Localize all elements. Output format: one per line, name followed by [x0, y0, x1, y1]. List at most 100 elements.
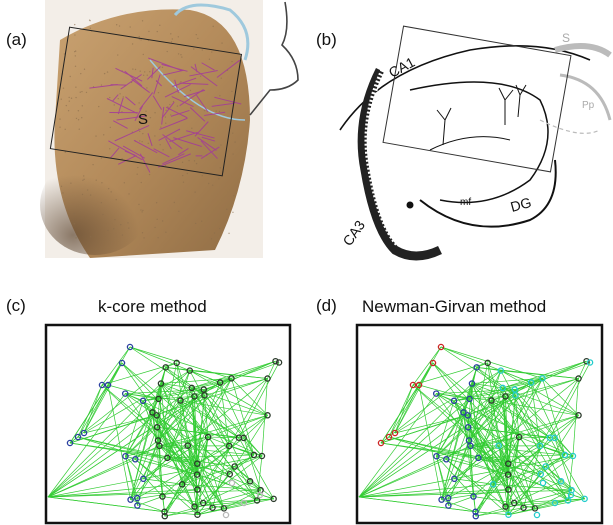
network-edge: [505, 455, 574, 507]
network-node: [226, 470, 234, 478]
network-edge: [436, 393, 492, 401]
panel-title-c: k-core method: [98, 297, 207, 316]
network-edge: [507, 395, 516, 464]
network-edge: [471, 383, 524, 508]
network-edge: [164, 489, 261, 517]
network-edge: [223, 489, 261, 509]
network-node: [473, 364, 480, 371]
network-node: [74, 433, 82, 441]
network-edge: [358, 483, 494, 498]
network-node: [586, 359, 594, 366]
network-node: [437, 343, 445, 351]
network-edge: [454, 478, 494, 485]
network-edge: [514, 389, 562, 482]
network-edge: [156, 395, 205, 428]
network-edge: [441, 412, 464, 500]
network-edge: [358, 383, 473, 498]
network-edge: [142, 400, 225, 509]
network-edge: [77, 384, 103, 438]
network-node: [557, 478, 565, 485]
network-edge: [470, 445, 509, 490]
network-edge: [191, 387, 258, 501]
network-node: [466, 395, 473, 403]
network-edge: [446, 459, 506, 507]
network-node: [193, 471, 201, 478]
network-edge: [124, 393, 159, 441]
network-node: [539, 375, 546, 382]
network-node: [194, 511, 201, 518]
network-edge: [234, 415, 268, 467]
network-edge: [47, 489, 261, 498]
network-edge: [448, 440, 470, 506]
network-node: [173, 359, 180, 367]
network-edge: [156, 427, 195, 507]
network-edge: [143, 378, 268, 480]
panel-a-s-label: S: [138, 111, 148, 128]
network-edge: [47, 382, 221, 498]
network-edge: [191, 360, 276, 389]
network-edge: [554, 437, 572, 491]
network-node: [551, 499, 559, 507]
network-node: [527, 379, 535, 386]
network-edge: [47, 455, 263, 498]
network-edge: [135, 378, 232, 460]
network-edge: [83, 384, 103, 434]
network-edge: [358, 489, 572, 498]
network-edge: [160, 383, 225, 509]
network-node: [495, 442, 502, 449]
network-node: [505, 486, 512, 493]
network-node: [164, 454, 171, 462]
network-node: [153, 423, 161, 431]
network-edge: [160, 383, 240, 439]
network-edge: [159, 445, 198, 490]
network-edge: [101, 362, 177, 386]
network-node: [489, 481, 497, 488]
network-node: [460, 409, 467, 416]
network-edge: [107, 384, 131, 500]
network-edge: [157, 370, 191, 441]
panel-b-pp-label: Pp: [582, 100, 595, 111]
network-node: [200, 386, 208, 393]
network-node: [415, 381, 423, 389]
network-edge: [125, 400, 181, 457]
network-node: [472, 508, 479, 516]
network-edge: [475, 378, 543, 517]
network-edge: [137, 440, 159, 506]
network-node: [575, 375, 582, 382]
panel-label-b: (b): [316, 30, 337, 49]
network-edge: [470, 414, 579, 447]
network-edge: [471, 378, 543, 384]
network-edge: [231, 378, 255, 456]
network-node: [134, 502, 141, 509]
network-edge: [454, 440, 470, 479]
network-edge: [542, 378, 566, 456]
panel-label-a: (a): [6, 30, 27, 49]
network-node: [433, 452, 440, 460]
network-edge: [203, 389, 251, 482]
network-edge: [471, 383, 551, 439]
network-node: [546, 434, 554, 441]
network-node: [583, 357, 590, 365]
network-node: [235, 434, 243, 441]
panel-c-network: [47, 343, 283, 520]
panel-a-roi-box: [49, 26, 243, 177]
network-edge: [143, 478, 183, 485]
network-edge: [231, 378, 268, 416]
network-edge: [83, 384, 109, 434]
network-edge: [502, 387, 509, 515]
network-edge: [197, 474, 274, 500]
network-edge: [142, 400, 159, 441]
network-edge: [191, 387, 198, 515]
network-edge: [441, 427, 469, 500]
network-edge: [508, 498, 585, 516]
network-edge: [157, 426, 239, 439]
network-node: [505, 460, 512, 467]
network-edge: [194, 455, 263, 507]
network-node: [126, 343, 134, 351]
network-edge: [69, 414, 157, 444]
network-node: [178, 481, 186, 488]
network-node: [531, 505, 539, 512]
network-edge: [380, 367, 477, 444]
network-edge: [130, 427, 158, 500]
